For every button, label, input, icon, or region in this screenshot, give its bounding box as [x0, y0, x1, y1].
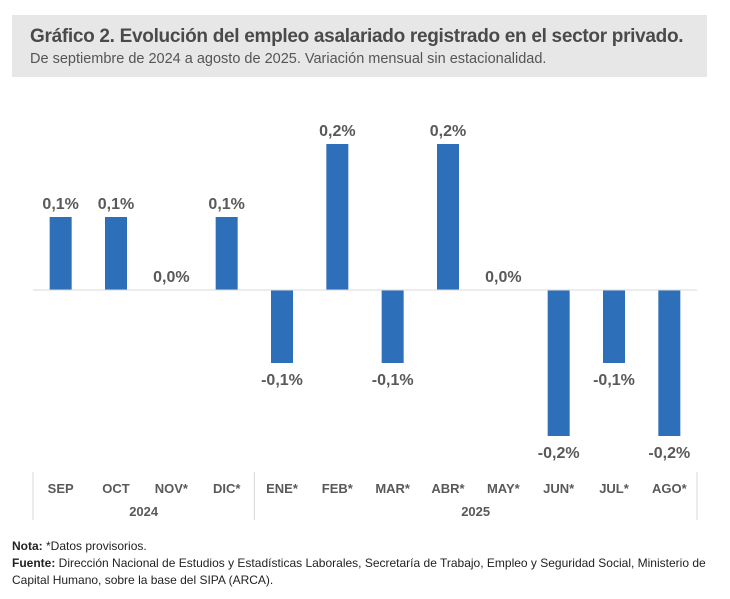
bar-dic [215, 217, 238, 290]
data-labels-group: 0,1% 0,1% 0,0% 0,1% -0,1% 0,2% -0,1% 0,2% 0,0% -0… [42, 123, 690, 462]
note-line: Nota: *Datos provisorios. [12, 538, 722, 555]
data-label: -0,1% [593, 372, 635, 389]
bar-oct [105, 217, 127, 290]
x-tick-label: DIC* [213, 481, 241, 496]
bar-jun [547, 290, 570, 436]
bar-sep [49, 217, 72, 290]
year-group-label: 2025 [461, 504, 490, 519]
note-label: Nota: [12, 539, 43, 553]
data-label: 0,1% [42, 196, 78, 213]
x-tick-label: ABR* [431, 481, 465, 496]
data-label: 0,0% [485, 269, 521, 286]
chart-subtitle: De septiembre de 2024 a agosto de 2025. … [30, 51, 547, 67]
x-tick-label: SEP [48, 481, 74, 496]
year-group-label: 2024 [129, 504, 159, 519]
x-tick-label: NOV* [155, 481, 189, 496]
x-tick-label: AGO* [652, 481, 688, 496]
chart-title: Gráfico 2. Evolución del empleo asalaria… [30, 26, 684, 47]
data-label: 0,0% [153, 269, 189, 286]
data-label: 0,1% [98, 196, 134, 213]
x-tick-label: FEB* [322, 481, 354, 496]
x-tick-label: JUL* [599, 481, 630, 496]
data-label: -0,2% [648, 445, 690, 462]
source-line: Fuente: Dirección Nacional de Estudios y… [12, 555, 722, 589]
data-label: 0,2% [319, 123, 355, 140]
x-tick-label: ENE* [266, 481, 299, 496]
bar-mar [381, 290, 404, 363]
x-tick-label: OCT [102, 481, 130, 496]
x-tick-label: MAR* [375, 481, 411, 496]
data-label: -0,1% [261, 372, 303, 389]
bar-ago [658, 290, 681, 436]
chart-notes: Nota: *Datos provisorios. Fuente: Direcc… [12, 538, 722, 589]
source-label: Fuente: [12, 556, 56, 570]
data-label: -0,2% [538, 445, 580, 462]
data-label: 0,2% [430, 123, 466, 140]
bar-abr [437, 144, 459, 290]
bars-group [49, 144, 681, 436]
bar-ene [271, 290, 293, 363]
bar-feb [326, 144, 349, 290]
x-tick-label: MAY* [487, 481, 521, 496]
x-axis-group: SEP OCT NOV* DIC* ENE* FEB* MAR* ABR* MAY* JUN* JU… [32, 472, 698, 520]
note-text: *Datos provisorios. [42, 539, 147, 553]
bar-chart: 0,1% 0,1% 0,0% 0,1% -0,1% 0,2% -0,1% 0,2% 0,0% -0… [32, 123, 698, 520]
data-label: 0,1% [208, 196, 244, 213]
bar-jul [603, 290, 625, 363]
data-label: -0,1% [372, 372, 414, 389]
chart-header: Gráfico 2. Evolución del empleo asalaria… [12, 15, 707, 77]
x-tick-label: JUN* [543, 481, 575, 496]
source-text: Dirección Nacional de Estudios y Estadís… [12, 556, 706, 587]
